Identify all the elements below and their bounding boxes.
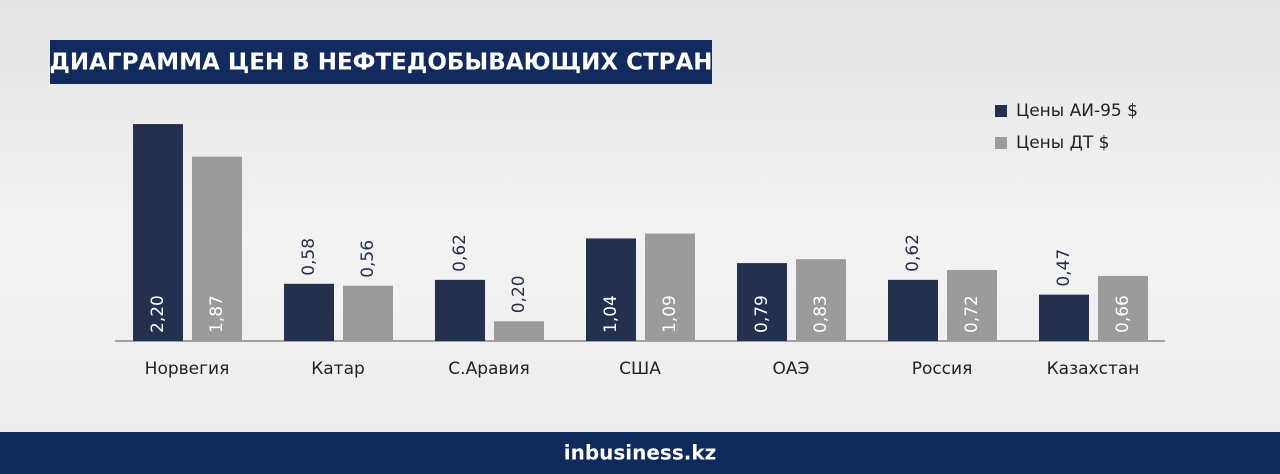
bar <box>645 233 695 341</box>
value-label: 2,20 <box>148 295 168 333</box>
x-tick-label: С.Аравия <box>448 359 529 379</box>
value-label: 1,04 <box>601 295 621 333</box>
value-label: 1,87 <box>207 295 227 333</box>
value-label: 0,83 <box>811 295 831 333</box>
bar <box>1098 275 1148 341</box>
bar <box>435 279 485 341</box>
chart-title: ДИАГРАММА ЦЕН В НЕФТЕДОБЫВАЮЩИХ СТРАН <box>49 50 712 76</box>
bar <box>494 321 544 341</box>
value-label: 0,62 <box>903 234 923 272</box>
x-tick-label: Россия <box>912 359 973 379</box>
x-tick-label: Казахстан <box>1047 359 1140 379</box>
footer-band <box>0 432 1280 474</box>
value-label: 1,09 <box>660 295 680 333</box>
value-label: 0,58 <box>299 238 319 276</box>
bar <box>1039 294 1089 341</box>
bar <box>796 259 846 341</box>
bar <box>888 279 938 341</box>
x-tick-label: Норвегия <box>145 359 230 379</box>
x-tick-label: США <box>619 359 661 379</box>
legend-label: Цены АИ-95 $ <box>1016 101 1138 121</box>
x-tick-label: ОАЭ <box>773 359 810 379</box>
bar <box>947 270 997 341</box>
value-label: 0,56 <box>358 240 378 278</box>
bar <box>133 124 183 341</box>
bar <box>192 156 242 341</box>
value-label: 0,66 <box>1113 295 1133 333</box>
value-label: 0,20 <box>509 275 529 313</box>
bar <box>586 238 636 341</box>
x-tick-label: Катар <box>311 359 365 379</box>
value-label: 0,47 <box>1054 249 1074 287</box>
legend-swatch <box>995 105 1007 117</box>
value-label: 0,72 <box>962 295 982 333</box>
value-label: 0,79 <box>752 295 772 333</box>
bar <box>737 263 787 341</box>
value-label: 0,62 <box>450 234 470 272</box>
footer-logo: inbusiness.kz <box>564 441 717 465</box>
bar <box>284 283 334 341</box>
legend-label: Цены ДТ $ <box>1016 133 1109 153</box>
title-box <box>50 40 712 84</box>
legend-swatch <box>995 137 1007 149</box>
bar <box>343 285 393 341</box>
